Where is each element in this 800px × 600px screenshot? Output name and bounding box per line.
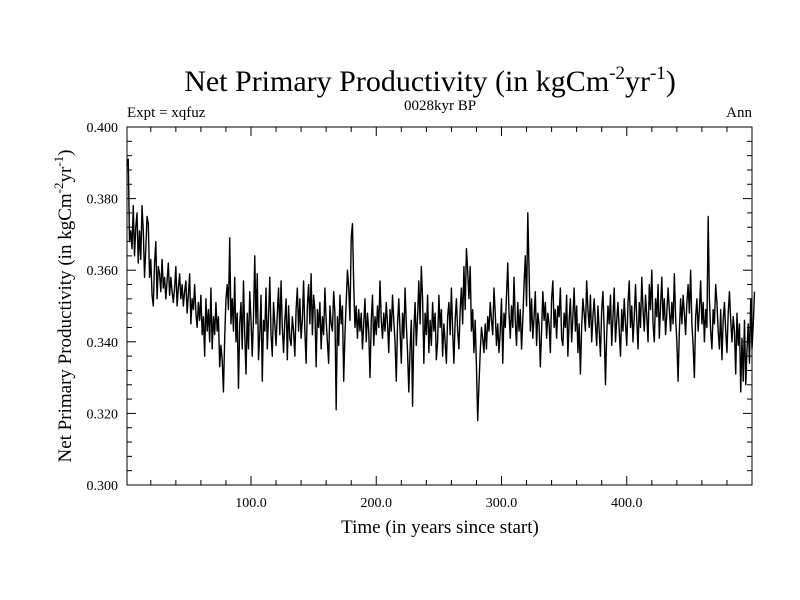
- y-axis-tick-labels: 0.300 0.320 0.340 0.360 0.380 0.400: [87, 121, 119, 494]
- x-axis-title: Time (in years since start): [341, 517, 539, 538]
- y-tick-label: 0.300: [87, 479, 119, 494]
- y-tick-label: 0.380: [87, 193, 119, 208]
- y-tick-label: 0.340: [87, 336, 119, 351]
- x-tick-label: 200.0: [360, 496, 392, 511]
- y-tick-label: 0.400: [87, 121, 119, 136]
- series-line-npp: [126, 158, 756, 422]
- period-label: 0028kyr BP: [404, 98, 476, 114]
- x-tick-label: 100.0: [235, 496, 267, 511]
- x-tick-label: 400.0: [611, 496, 643, 511]
- y-axis-title: Net Primary Productivity (in kgCm-2yr-1): [51, 150, 76, 463]
- series-group: [126, 158, 756, 422]
- y-tick-label: 0.360: [87, 264, 119, 279]
- season-label: Ann: [726, 105, 752, 121]
- plot-frame: [126, 126, 753, 486]
- experiment-label: Expt = xqfuz: [127, 105, 206, 121]
- y-tick-label: 0.320: [87, 407, 119, 422]
- x-axis-ticks: [150, 127, 728, 485]
- x-tick-label: 300.0: [486, 496, 518, 511]
- chart-title: Net Primary Productivity (in kgCm-2yr-1): [184, 63, 676, 98]
- x-axis-tick-labels: 100.0 200.0 300.0 400.0: [235, 496, 642, 511]
